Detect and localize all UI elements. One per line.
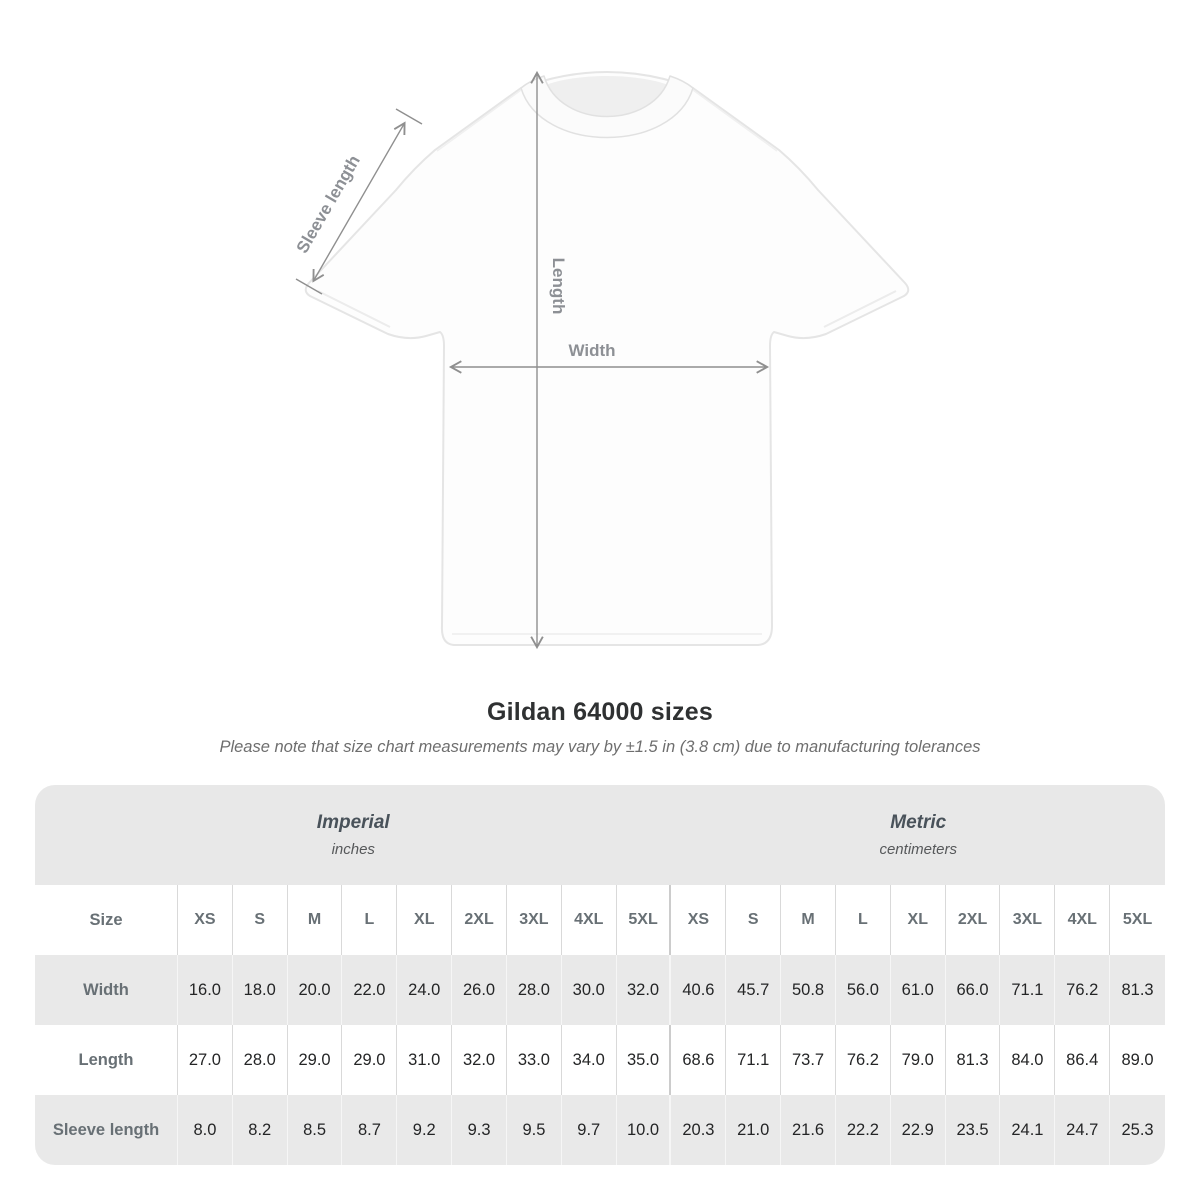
value-cell-metric: 68.6 [671, 1025, 727, 1095]
value-cell-metric: 56.0 [835, 955, 891, 1025]
size-header-metric-5xl: 5XL [1110, 885, 1165, 955]
value-cell-imperial: 29.0 [342, 1025, 398, 1095]
value-cell-imperial: 28.0 [232, 1025, 288, 1095]
value-cell-metric: 22.2 [835, 1095, 891, 1165]
value-cell-metric: 23.5 [945, 1095, 1001, 1165]
metric-group-header: Metric centimeters [671, 785, 1165, 885]
tshirt-illustration: Sleeve length Length Width [293, 70, 910, 650]
value-cell-imperial: 22.0 [342, 955, 398, 1025]
value-cell-metric: 45.7 [726, 955, 782, 1025]
metric-group-label: Metric [890, 812, 947, 833]
size-header-metric-s: S [726, 885, 782, 955]
value-cell-metric: 66.0 [945, 955, 1001, 1025]
value-cell-metric: 71.1 [726, 1025, 782, 1095]
value-cell-metric: 61.0 [890, 955, 946, 1025]
sleeve-measure-line [312, 121, 406, 283]
value-cell-imperial: 8.0 [178, 1095, 233, 1165]
value-cell-metric: 76.2 [1055, 955, 1111, 1025]
value-cell-imperial: 8.7 [342, 1095, 398, 1165]
imperial-group-sublabel: inches [331, 841, 375, 858]
value-cell-imperial: 8.5 [287, 1095, 343, 1165]
page-title: Gildan 64000 sizes [487, 698, 713, 726]
value-cell-metric: 86.4 [1055, 1025, 1111, 1095]
value-cell-imperial: 32.0 [616, 955, 672, 1025]
value-cell-metric: 81.3 [945, 1025, 1001, 1095]
size-header-imperial-xs: XS [178, 885, 233, 955]
value-cell-metric: 25.3 [1110, 1095, 1165, 1165]
value-cell-imperial: 27.0 [178, 1025, 233, 1095]
size-header-metric-m: M [781, 885, 836, 955]
value-cell-metric: 40.6 [671, 955, 727, 1025]
size-header-metric-4xl: 4XL [1055, 885, 1111, 955]
width-label: Width [568, 341, 615, 360]
size-header-imperial-l: L [342, 885, 398, 955]
size-header-imperial-5xl: 5XL [616, 885, 672, 955]
size-header-imperial-4xl: 4XL [561, 885, 617, 955]
size-header-metric-xl: XL [890, 885, 946, 955]
page-subtitle: Please note that size chart measurements… [219, 738, 981, 756]
size-header-metric-3xl: 3XL [1000, 885, 1056, 955]
size-header-metric-l: L [835, 885, 891, 955]
value-cell-imperial: 35.0 [616, 1025, 672, 1095]
sleeve-measure-tick-top [395, 108, 423, 125]
value-cell-imperial: 28.0 [506, 955, 562, 1025]
value-cell-metric: 22.9 [890, 1095, 946, 1165]
tshirt-diagram: Sleeve length Length Width [293, 70, 910, 650]
tshirt-shape [304, 71, 910, 646]
size-grid: Imperial inches Metric centimeters Size X… [35, 785, 1165, 1165]
size-col-header: Size [35, 885, 178, 955]
value-cell-imperial: 18.0 [232, 955, 288, 1025]
value-cell-metric: 21.0 [726, 1095, 782, 1165]
value-cell-metric: 71.1 [1000, 955, 1056, 1025]
value-cell-metric: 24.1 [1000, 1095, 1056, 1165]
value-cell-imperial: 34.0 [561, 1025, 617, 1095]
value-cell-metric: 89.0 [1110, 1025, 1165, 1095]
value-cell-metric: 20.3 [671, 1095, 727, 1165]
imperial-group-header: Imperial inches [35, 785, 672, 885]
value-cell-metric: 24.7 [1055, 1095, 1111, 1165]
value-cell-imperial: 16.0 [178, 955, 233, 1025]
value-cell-metric: 50.8 [781, 955, 836, 1025]
value-cell-imperial: 9.5 [506, 1095, 562, 1165]
row-label: Length [35, 1025, 178, 1095]
size-header-metric-xs: XS [671, 885, 727, 955]
size-header-imperial-3xl: 3XL [506, 885, 562, 955]
value-cell-imperial: 9.3 [452, 1095, 507, 1165]
size-header-imperial-xl: XL [397, 885, 453, 955]
value-cell-metric: 76.2 [835, 1025, 891, 1095]
size-table: Imperial inches Metric centimeters Size X… [35, 785, 1165, 1165]
metric-group-sublabel: centimeters [879, 841, 957, 858]
size-header-imperial-m: M [287, 885, 343, 955]
value-cell-imperial: 26.0 [452, 955, 507, 1025]
heading-block: Gildan 64000 sizes Please note that size… [0, 698, 1200, 757]
value-cell-imperial: 31.0 [397, 1025, 453, 1095]
value-cell-imperial: 33.0 [506, 1025, 562, 1095]
sleeve-measure-tick-bottom [295, 278, 323, 295]
value-cell-imperial: 32.0 [452, 1025, 507, 1095]
value-cell-imperial: 20.0 [287, 955, 343, 1025]
size-header-imperial-s: S [232, 885, 288, 955]
value-cell-imperial: 9.2 [397, 1095, 453, 1165]
value-cell-metric: 21.6 [781, 1095, 836, 1165]
size-header-imperial-2xl: 2XL [452, 885, 507, 955]
imperial-group-label: Imperial [316, 812, 390, 833]
value-cell-metric: 79.0 [890, 1025, 946, 1095]
value-cell-imperial: 30.0 [561, 955, 617, 1025]
value-cell-metric: 81.3 [1110, 955, 1165, 1025]
value-cell-imperial: 8.2 [232, 1095, 288, 1165]
length-label: Length [549, 258, 568, 315]
value-cell-imperial: 29.0 [287, 1025, 343, 1095]
row-label: Width [35, 955, 178, 1025]
value-cell-imperial: 9.7 [561, 1095, 617, 1165]
value-cell-metric: 73.7 [781, 1025, 836, 1095]
size-header-metric-2xl: 2XL [945, 885, 1001, 955]
value-cell-imperial: 24.0 [397, 955, 453, 1025]
value-cell-imperial: 10.0 [616, 1095, 672, 1165]
value-cell-metric: 84.0 [1000, 1025, 1056, 1095]
row-label: Sleeve length [35, 1095, 178, 1165]
